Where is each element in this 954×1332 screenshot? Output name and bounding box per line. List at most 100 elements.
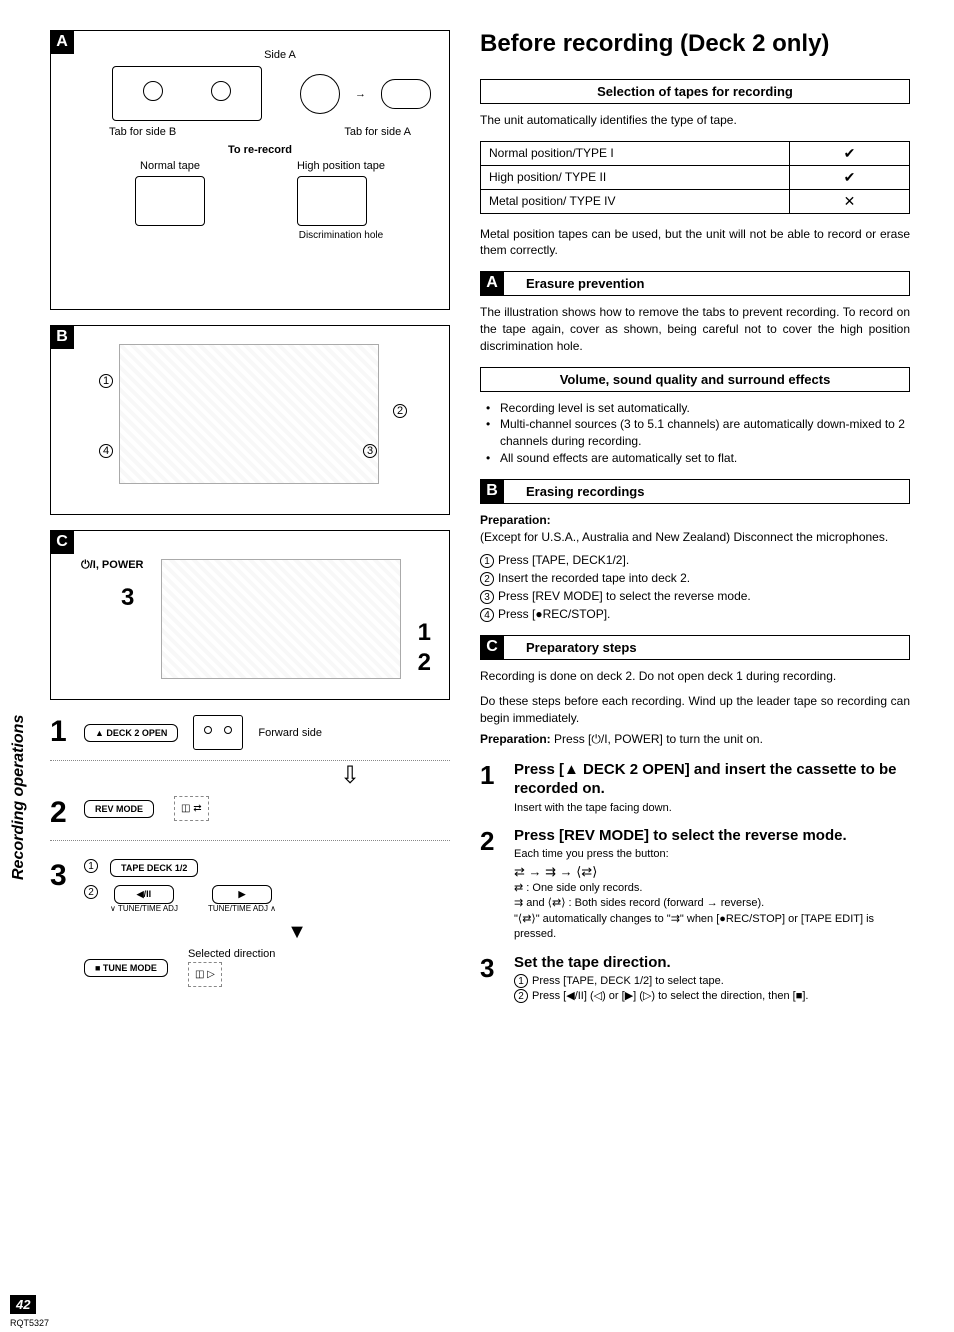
circled-2-icon: 2 — [480, 572, 494, 586]
header-text: Erasure prevention — [526, 276, 645, 291]
header-letter-a: A — [480, 271, 504, 295]
big-step-num: 3 — [480, 953, 502, 1005]
diagram-section-b: B 1 2 3 4 — [50, 325, 450, 515]
left-column: A Side A → Tab for side B Tab for side A… — [50, 30, 450, 1322]
prep-intro: Recording is done on deck 2. Do not open… — [480, 668, 910, 685]
tune-adj-left-label: ∨ TUNE/TIME ADJ — [110, 904, 178, 913]
tape-check-cell: ✔ — [790, 165, 910, 189]
header-text: Erasing recordings — [526, 484, 644, 499]
sub-line: Press [TAPE, DECK 1/2] to select tape. — [532, 975, 724, 987]
callout-2: 2 — [393, 404, 407, 418]
c-label-1: 1 — [418, 619, 431, 647]
table-row: Normal position/TYPE I✔ — [481, 141, 910, 165]
big-step-1: 1 Press [▲ DECK 2 OPEN] and insert the c… — [480, 760, 910, 816]
tape-check-cell: ✕ — [790, 189, 910, 213]
disc-hole-label: Discrimination hole — [297, 230, 385, 241]
tune-mode-button-diagram: ■ TUNE MODE — [84, 959, 168, 977]
rev-mode-button-diagram: REV MODE — [84, 800, 154, 818]
table-row: Metal position/ TYPE IV✕ — [481, 189, 910, 213]
callout-1: 1 — [99, 374, 113, 388]
erasure-text: The illustration shows how to remove the… — [480, 304, 910, 354]
step-text: Insert the recorded tape into deck 2. — [498, 571, 690, 585]
page-number: 42 — [10, 1295, 36, 1314]
callout-4: 4 — [99, 444, 113, 458]
down-arrow-icon: ⇩ — [250, 761, 450, 790]
left-step-diagrams: 1 ▲ DECK 2 OPEN Forward side ⇩ 2 REV MOD… — [50, 715, 450, 997]
tab-side-b-label: Tab for side B — [109, 126, 176, 138]
tape-type-cell: Metal position/ TYPE IV — [481, 189, 790, 213]
big-step-3: 3 Set the tape direction. 1 Press [TAPE, … — [480, 953, 910, 1005]
metal-tape-note: Metal position tapes can be used, but th… — [480, 226, 910, 260]
big-step-title: Press [▲ DECK 2 OPEN] and insert the cas… — [514, 760, 910, 799]
tape-type-cell: High position/ TYPE II — [481, 165, 790, 189]
deck-illustration-c — [161, 559, 401, 679]
prev-button-diagram: ◀/II — [114, 885, 174, 904]
header-erasure-prevention: A Erasure prevention — [480, 271, 910, 296]
circled-3-icon: 3 — [480, 590, 494, 604]
section-letter-c: C — [50, 530, 74, 554]
preparation-text: (Except for U.S.A., Australia and New Ze… — [480, 530, 888, 544]
step-num-2: 2 — [50, 796, 74, 830]
section-letter-a: A — [50, 30, 74, 54]
callout-3: 3 — [363, 444, 377, 458]
side-a-label: Side A — [129, 49, 431, 61]
diagram-section-c: C ⏻/I, POWER 3 1 2 — [50, 530, 450, 700]
detail-circle-icon — [300, 74, 340, 114]
circled-2-icon: 2 — [514, 989, 528, 1003]
deck2-open-button-diagram: ▲ DECK 2 OPEN — [84, 724, 178, 742]
big-step-sub: Each time you press the button: ⇄ → ⇉ → … — [514, 847, 910, 942]
normal-tape-illustration — [135, 176, 205, 226]
display-example-2: ◫ ⇄ — [174, 796, 209, 821]
step-text: Press [REV MODE] to select the reverse m… — [498, 589, 751, 603]
next-button-diagram: ▶ — [212, 885, 272, 904]
step-num-3: 3 — [50, 859, 74, 893]
diagram-section-a: A Side A → Tab for side B Tab for side A… — [50, 30, 450, 310]
step-num-1: 1 — [50, 715, 74, 749]
circled-4-icon: 4 — [480, 608, 494, 622]
big-step-title: Press [REV MODE] to select the reverse m… — [514, 826, 910, 846]
left-step-2: 2 REV MODE ◫ ⇄ — [50, 796, 450, 841]
tune-adj-right-label: TUNE/TIME ADJ ∧ — [208, 904, 276, 913]
power-label: ⏻/I, POWER — [81, 559, 143, 572]
substep-2-icon: 2 — [84, 885, 98, 899]
c-label-2: 2 — [418, 649, 431, 677]
c-label-3: 3 — [121, 584, 134, 612]
sub-line: Each time you press the button: — [514, 847, 910, 862]
normal-tape-label: Normal tape — [135, 160, 205, 172]
header-preparatory: C Preparatory steps — [480, 635, 910, 660]
footer-code: RQT5327 — [10, 1318, 49, 1328]
volume-bullets: Recording level is set automatically. Mu… — [480, 400, 910, 467]
left-step-1: 1 ▲ DECK 2 OPEN Forward side — [50, 715, 450, 761]
circled-1-icon: 1 — [514, 974, 528, 988]
step-text: Press [TAPE, DECK1/2]. — [498, 553, 629, 567]
big-step-sub: 1Press [TAPE, DECK 1/2] to select tape. … — [514, 974, 910, 1005]
detail-oval-icon — [381, 79, 431, 109]
down-triangle-icon: ▼ — [144, 921, 450, 944]
sub-line: ⇄ : One side only records. — [514, 881, 910, 896]
sub-line: ⇄ → ⇉ → ⟨⇄⟩ — [514, 863, 910, 881]
big-step-sub: Insert with the tape facing down. — [514, 801, 910, 816]
big-step-num: 1 — [480, 760, 502, 816]
big-step-title: Set the tape direction. — [514, 953, 910, 973]
header-text: Preparatory steps — [526, 640, 637, 655]
right-column: Before recording (Deck 2 only) Selection… — [480, 30, 910, 1322]
prep-text2: Do these steps before each recording. Wi… — [480, 693, 910, 727]
rerecord-label: To re-record — [89, 144, 431, 156]
header-letter-c: C — [480, 635, 504, 659]
tape-check-cell: ✔ — [790, 141, 910, 165]
circled-1-icon: 1 — [480, 554, 494, 568]
cassette-small-icon — [193, 715, 243, 750]
arrow-icon: → — [355, 88, 366, 100]
substep-1-icon: 1 — [84, 859, 98, 873]
list-item: Recording level is set automatically. — [490, 400, 910, 417]
table-row: High position/ TYPE II✔ — [481, 165, 910, 189]
high-tape-label: High position tape — [297, 160, 385, 172]
forward-side-label: Forward side — [258, 727, 322, 739]
list-item: Multi-channel sources (3 to 5.1 channels… — [490, 416, 910, 450]
prep-power: Preparation: Press [⏻/I, POWER] to turn … — [480, 731, 910, 748]
sub-line: ⇉ and ⟨⇄⟩ : Both sides record (forward →… — [514, 896, 910, 911]
list-item: All sound effects are automatically set … — [490, 450, 910, 467]
tape-type-table: Normal position/TYPE I✔ High position/ T… — [480, 141, 910, 214]
header-volume: Volume, sound quality and surround effec… — [480, 367, 910, 392]
tapes-intro: The unit automatically identifies the ty… — [480, 112, 910, 129]
